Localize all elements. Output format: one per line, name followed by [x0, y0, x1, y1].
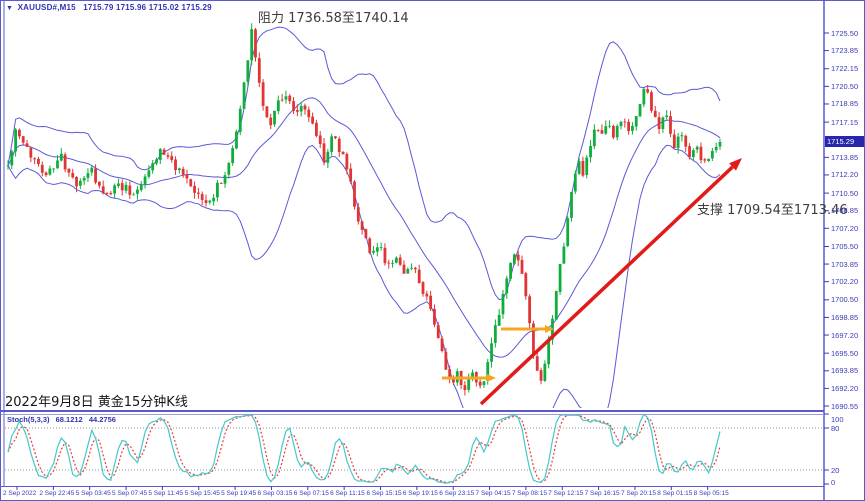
time-axis-label: 5 Sep 19:45 [221, 490, 257, 497]
price-axis-label: 1712.20 [831, 170, 859, 180]
time-axis-label: 6 Sep 23:15 [439, 490, 475, 497]
price-axis-label: 1710.50 [831, 188, 859, 198]
time-axis-label: 7 Sep 12:15 [548, 490, 584, 497]
price-axis-label: 1705.50 [831, 241, 859, 251]
time-axis-label: 7 Sep 16:15 [584, 490, 620, 497]
time-axis-label: 6 Sep 15:15 [366, 490, 402, 497]
time-axis-label: 7 Sep 08:15 [511, 490, 547, 497]
resistance-annotation: 阻力 1736.58至1740.14 [258, 11, 409, 26]
price-axis-label: 1722.15 [831, 64, 859, 74]
price-axis-label: 1707.20 [831, 223, 859, 233]
time-axis-label: 2 Sep 22:45 [39, 490, 75, 497]
price-axis-label: 1695.50 [831, 348, 859, 358]
bollinger-lo-band [7, 144, 721, 408]
time-axis-label: 5 Sep 07:45 [112, 490, 148, 497]
stoch-axis-label: 80 [831, 424, 840, 433]
time-axis-label: 6 Sep 07:15 [293, 490, 329, 497]
price-axis-label: 1717.15 [831, 117, 859, 127]
stoch-k-value: 68.1212 [55, 415, 83, 424]
price-axis-label: 1718.85 [831, 99, 859, 109]
price-axis-label: 1720.50 [831, 81, 859, 91]
stoch-axis-label: 0 [831, 478, 836, 487]
time-axis-label: 6 Sep 11:15 [330, 490, 365, 497]
price-axis-label: 1698.85 [831, 312, 859, 322]
time-axis-label: 6 Sep 03:15 [257, 490, 293, 497]
price-axis-label: 1703.85 [831, 259, 859, 269]
price-axis-label: 1690.55 [831, 401, 859, 411]
time-axis-label: 5 Sep 03:45 [75, 490, 111, 497]
price-axis-label: 1700.50 [831, 295, 859, 305]
price-axis-label: 1693.85 [831, 366, 859, 376]
price-axis-label: 1692.20 [831, 383, 859, 393]
symbol-name: XAUUSD#,M15 [17, 3, 76, 12]
stoch-axis-label: 20 [831, 466, 840, 475]
stoch-k-line [7, 414, 721, 484]
current-price-badge: 1715.29 [825, 136, 864, 148]
date-caption: 2022年9月8日 黄金15分钟K线 [5, 395, 188, 410]
time-axis-label: 2 Sep 2022 [3, 490, 37, 497]
time-axis-label: 8 Sep 05:15 [693, 490, 729, 497]
stoch-name: Stoch(5,3,3) [7, 415, 50, 424]
time-axis-label: 5 Sep 15:45 [184, 490, 220, 497]
time-axis-label: 5 Sep 11:45 [148, 490, 183, 497]
time-axis-label: 8 Sep 01:15 [657, 490, 693, 497]
price-axis-label: 1713.85 [831, 152, 859, 162]
time-axis-label: 6 Sep 19:15 [402, 490, 438, 497]
time-axis-label: 7 Sep 20:15 [620, 490, 656, 497]
symbol-title: ▼ XAUUSD#,M15 1715.79 1715.96 1715.02 17… [6, 3, 212, 12]
price-axis-label: 1725.50 [831, 28, 859, 38]
bollinger-mid-band [7, 97, 721, 358]
ohlc-values: 1715.79 1715.96 1715.02 1715.29 [83, 3, 212, 12]
price-axis-label: 1702.20 [831, 277, 859, 287]
support-annotation: 支撑 1709.54至1713.46 [697, 203, 848, 218]
price-axis-label: 1708.85 [831, 206, 859, 216]
price-axis-label: 1723.85 [831, 46, 859, 56]
dropdown-arrow-icon[interactable]: ▼ [6, 5, 14, 12]
stoch-axis-label: 100 [831, 415, 844, 424]
price-axis-label: 1697.20 [831, 330, 859, 340]
stoch-indicator-label: Stoch(5,3,3) 68.1212 44.2756 [7, 415, 116, 424]
stoch-d-line [7, 414, 721, 484]
time-axis-label: 7 Sep 04:15 [475, 490, 511, 497]
bollinger-up-band [7, 26, 721, 301]
stoch-d-value: 44.2756 [88, 415, 116, 424]
